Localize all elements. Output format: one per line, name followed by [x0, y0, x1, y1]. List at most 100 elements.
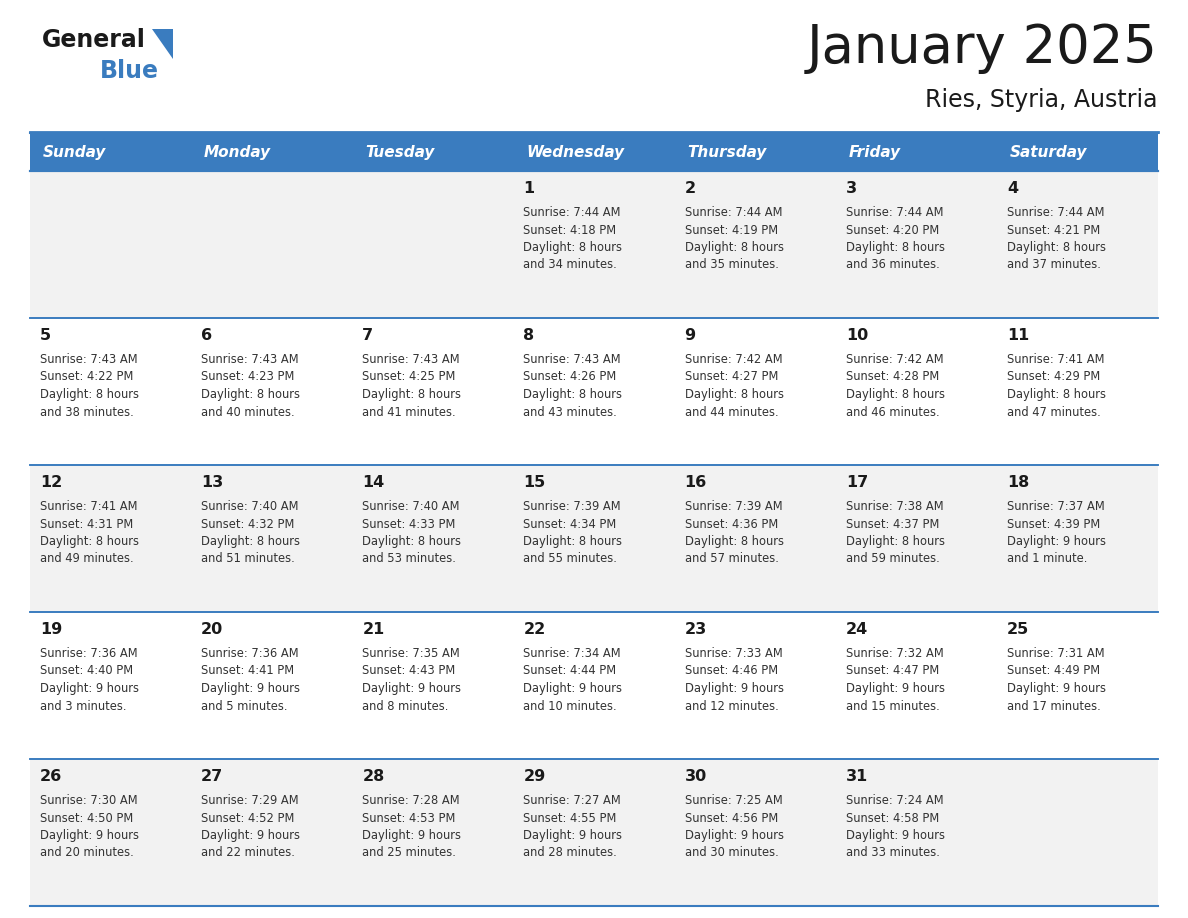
Text: and 57 minutes.: and 57 minutes.	[684, 553, 778, 565]
Text: Saturday: Saturday	[1010, 144, 1087, 160]
Text: Daylight: 8 hours: Daylight: 8 hours	[846, 535, 944, 548]
Text: Sunrise: 7:29 AM: Sunrise: 7:29 AM	[201, 794, 298, 807]
Text: Sunrise: 7:41 AM: Sunrise: 7:41 AM	[1007, 353, 1105, 366]
Text: Sunrise: 7:44 AM: Sunrise: 7:44 AM	[846, 206, 943, 219]
Text: Sunrise: 7:40 AM: Sunrise: 7:40 AM	[362, 500, 460, 513]
Text: Sunrise: 7:24 AM: Sunrise: 7:24 AM	[846, 794, 943, 807]
Text: Daylight: 9 hours: Daylight: 9 hours	[1007, 682, 1106, 695]
Text: General: General	[42, 28, 146, 52]
Text: Sunrise: 7:44 AM: Sunrise: 7:44 AM	[1007, 206, 1105, 219]
FancyBboxPatch shape	[513, 133, 675, 171]
Text: Sunrise: 7:25 AM: Sunrise: 7:25 AM	[684, 794, 783, 807]
Text: Daylight: 9 hours: Daylight: 9 hours	[684, 682, 784, 695]
Text: and 51 minutes.: and 51 minutes.	[201, 553, 295, 565]
Text: Sunrise: 7:39 AM: Sunrise: 7:39 AM	[524, 500, 621, 513]
Text: and 20 minutes.: and 20 minutes.	[40, 846, 134, 859]
FancyBboxPatch shape	[191, 133, 353, 171]
Text: Ries, Styria, Austria: Ries, Styria, Austria	[925, 88, 1158, 112]
Text: Sunset: 4:49 PM: Sunset: 4:49 PM	[1007, 665, 1100, 677]
Text: Sunrise: 7:28 AM: Sunrise: 7:28 AM	[362, 794, 460, 807]
Text: 16: 16	[684, 475, 707, 490]
Text: 13: 13	[201, 475, 223, 490]
Text: Sunrise: 7:35 AM: Sunrise: 7:35 AM	[362, 647, 460, 660]
FancyBboxPatch shape	[30, 759, 1158, 906]
Text: Daylight: 9 hours: Daylight: 9 hours	[524, 682, 623, 695]
Text: Sunrise: 7:37 AM: Sunrise: 7:37 AM	[1007, 500, 1105, 513]
Text: Sunset: 4:34 PM: Sunset: 4:34 PM	[524, 518, 617, 531]
Text: Sunrise: 7:30 AM: Sunrise: 7:30 AM	[40, 794, 138, 807]
Text: and 17 minutes.: and 17 minutes.	[1007, 700, 1100, 712]
Text: Sunset: 4:46 PM: Sunset: 4:46 PM	[684, 665, 778, 677]
FancyBboxPatch shape	[997, 133, 1158, 171]
Text: and 15 minutes.: and 15 minutes.	[846, 700, 940, 712]
Text: Sunset: 4:39 PM: Sunset: 4:39 PM	[1007, 518, 1100, 531]
Text: Monday: Monday	[204, 144, 271, 160]
Text: 11: 11	[1007, 328, 1029, 343]
Text: and 5 minutes.: and 5 minutes.	[201, 700, 287, 712]
Text: January 2025: January 2025	[807, 22, 1158, 74]
Text: Daylight: 8 hours: Daylight: 8 hours	[362, 388, 461, 401]
Text: Daylight: 8 hours: Daylight: 8 hours	[524, 388, 623, 401]
Text: Sunrise: 7:43 AM: Sunrise: 7:43 AM	[524, 353, 621, 366]
FancyBboxPatch shape	[30, 133, 191, 171]
Text: Sunrise: 7:31 AM: Sunrise: 7:31 AM	[1007, 647, 1105, 660]
Text: and 43 minutes.: and 43 minutes.	[524, 406, 618, 419]
Text: Wednesday: Wednesday	[526, 144, 625, 160]
Text: and 37 minutes.: and 37 minutes.	[1007, 259, 1101, 272]
Text: Daylight: 9 hours: Daylight: 9 hours	[524, 829, 623, 842]
Text: Sunset: 4:22 PM: Sunset: 4:22 PM	[40, 371, 133, 384]
Text: 18: 18	[1007, 475, 1029, 490]
Text: Daylight: 8 hours: Daylight: 8 hours	[524, 241, 623, 254]
Text: and 34 minutes.: and 34 minutes.	[524, 259, 618, 272]
Text: 26: 26	[40, 769, 62, 784]
Text: Sunday: Sunday	[43, 144, 107, 160]
Text: 5: 5	[40, 328, 51, 343]
Text: Sunset: 4:52 PM: Sunset: 4:52 PM	[201, 812, 295, 824]
Text: Daylight: 8 hours: Daylight: 8 hours	[40, 535, 139, 548]
FancyBboxPatch shape	[675, 133, 835, 171]
Text: 6: 6	[201, 328, 213, 343]
Text: and 3 minutes.: and 3 minutes.	[40, 700, 126, 712]
Text: Daylight: 9 hours: Daylight: 9 hours	[846, 829, 944, 842]
Text: Sunrise: 7:36 AM: Sunrise: 7:36 AM	[40, 647, 138, 660]
FancyBboxPatch shape	[30, 171, 1158, 318]
Text: and 8 minutes.: and 8 minutes.	[362, 700, 449, 712]
Text: 30: 30	[684, 769, 707, 784]
Text: Sunrise: 7:39 AM: Sunrise: 7:39 AM	[684, 500, 782, 513]
Text: and 1 minute.: and 1 minute.	[1007, 553, 1087, 565]
Text: Daylight: 9 hours: Daylight: 9 hours	[684, 829, 784, 842]
Text: and 46 minutes.: and 46 minutes.	[846, 406, 940, 419]
Text: Sunset: 4:23 PM: Sunset: 4:23 PM	[201, 371, 295, 384]
Text: Daylight: 8 hours: Daylight: 8 hours	[1007, 241, 1106, 254]
Text: 27: 27	[201, 769, 223, 784]
Text: Sunrise: 7:41 AM: Sunrise: 7:41 AM	[40, 500, 138, 513]
Text: Daylight: 8 hours: Daylight: 8 hours	[846, 241, 944, 254]
Text: 29: 29	[524, 769, 545, 784]
Text: Sunset: 4:32 PM: Sunset: 4:32 PM	[201, 518, 295, 531]
Text: Daylight: 8 hours: Daylight: 8 hours	[684, 241, 784, 254]
Text: Sunset: 4:47 PM: Sunset: 4:47 PM	[846, 665, 939, 677]
Text: 31: 31	[846, 769, 868, 784]
Text: and 36 minutes.: and 36 minutes.	[846, 259, 940, 272]
Text: 23: 23	[684, 622, 707, 637]
Text: Sunrise: 7:44 AM: Sunrise: 7:44 AM	[524, 206, 621, 219]
Text: Daylight: 8 hours: Daylight: 8 hours	[524, 535, 623, 548]
Text: Daylight: 8 hours: Daylight: 8 hours	[201, 388, 301, 401]
Text: Sunset: 4:43 PM: Sunset: 4:43 PM	[362, 665, 455, 677]
Text: Sunrise: 7:38 AM: Sunrise: 7:38 AM	[846, 500, 943, 513]
Text: 17: 17	[846, 475, 868, 490]
Text: 20: 20	[201, 622, 223, 637]
Text: 2: 2	[684, 181, 696, 196]
Text: Daylight: 8 hours: Daylight: 8 hours	[1007, 388, 1106, 401]
Text: 1: 1	[524, 181, 535, 196]
Text: 24: 24	[846, 622, 868, 637]
Text: and 40 minutes.: and 40 minutes.	[201, 406, 295, 419]
Text: Sunset: 4:44 PM: Sunset: 4:44 PM	[524, 665, 617, 677]
FancyBboxPatch shape	[30, 612, 1158, 759]
Text: Daylight: 9 hours: Daylight: 9 hours	[846, 682, 944, 695]
Text: Blue: Blue	[100, 59, 159, 83]
Text: Daylight: 8 hours: Daylight: 8 hours	[40, 388, 139, 401]
Text: and 53 minutes.: and 53 minutes.	[362, 553, 456, 565]
Text: Sunrise: 7:27 AM: Sunrise: 7:27 AM	[524, 794, 621, 807]
Text: Sunrise: 7:42 AM: Sunrise: 7:42 AM	[846, 353, 943, 366]
